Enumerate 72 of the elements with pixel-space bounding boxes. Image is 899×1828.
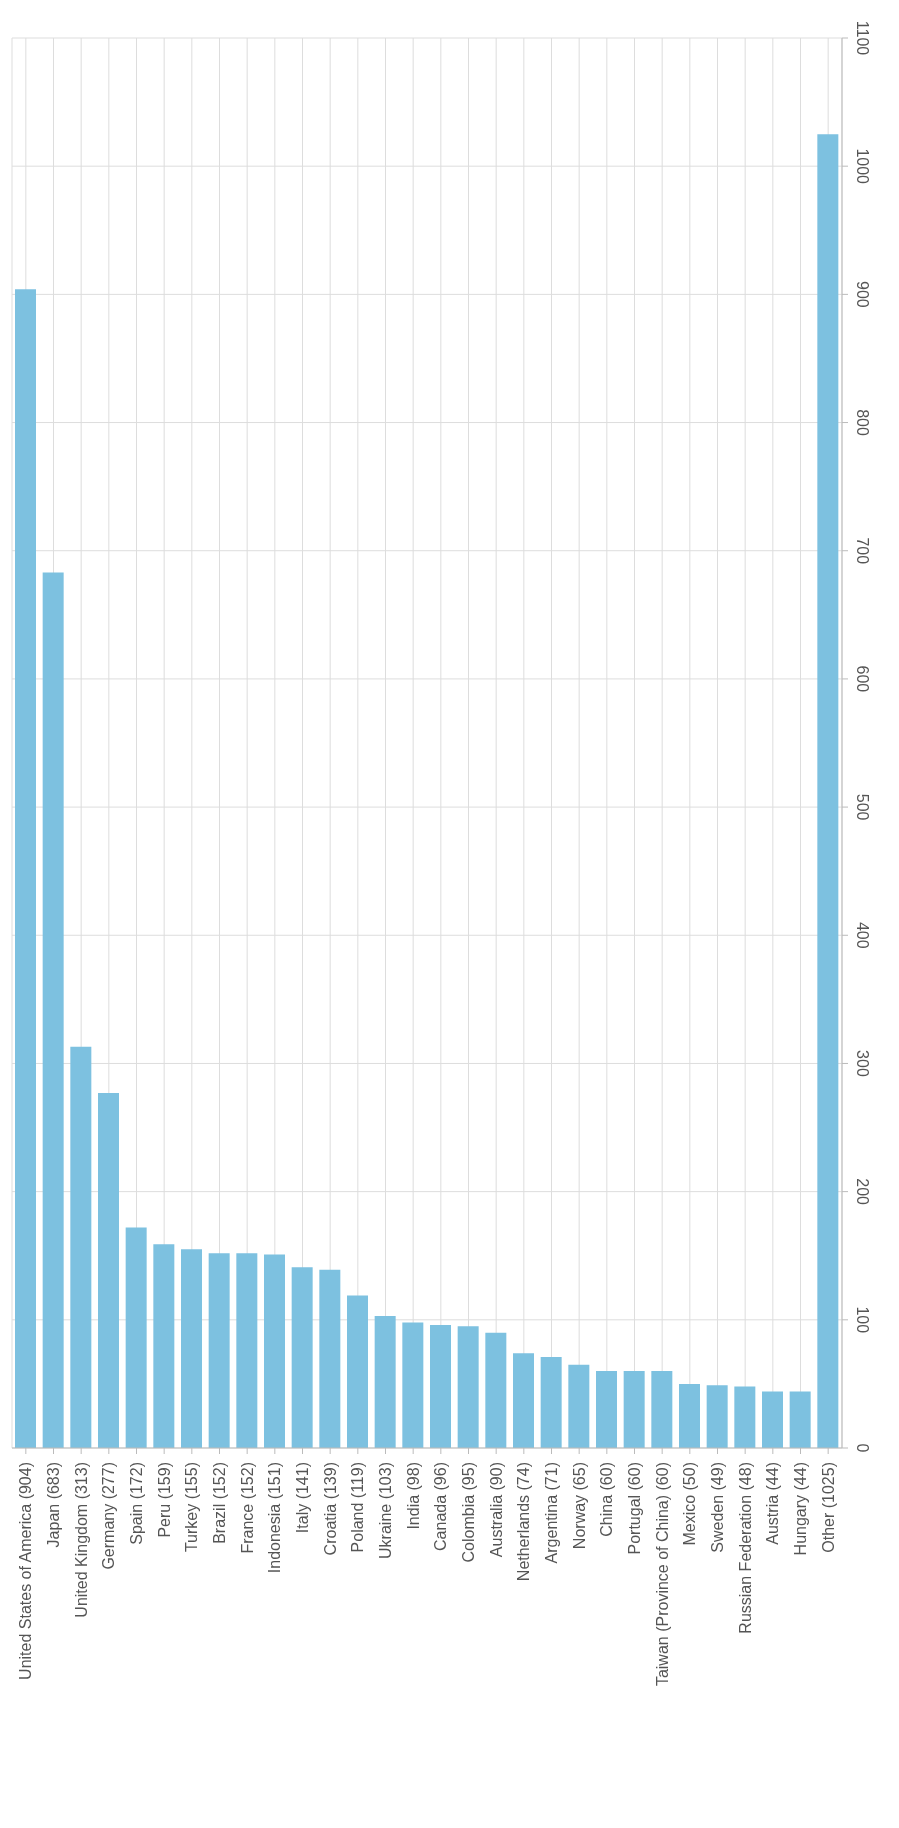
y-tick-label: 0	[853, 1443, 871, 1453]
x-tick-label: Mexico (50)	[681, 1462, 699, 1546]
bar	[706, 1385, 728, 1448]
bar	[208, 1253, 230, 1448]
bar	[513, 1353, 534, 1448]
bar	[402, 1322, 424, 1448]
x-tick-label: India (98)	[404, 1462, 422, 1530]
x-tick-label: Colombia (95)	[460, 1462, 477, 1563]
y-tick-label: 600	[853, 665, 871, 693]
bar	[98, 1092, 119, 1448]
y-tick-label: 900	[853, 281, 871, 308]
bar	[319, 1269, 341, 1448]
bar	[347, 1295, 368, 1448]
bar	[264, 1254, 285, 1448]
x-tick-label: France (152)	[238, 1462, 256, 1554]
bar	[623, 1371, 645, 1448]
x-tick-label: Portugal (60)	[626, 1462, 643, 1555]
bar	[485, 1332, 507, 1448]
y-tick-label: 1100	[853, 20, 871, 56]
y-tick-label: 1000	[853, 148, 871, 185]
x-tick-label: Hungary (44)	[792, 1462, 809, 1556]
bar	[430, 1324, 451, 1448]
bar	[762, 1391, 783, 1448]
bar	[291, 1267, 313, 1448]
x-tick-label: Taiwan (Province of China) (60)	[653, 1462, 671, 1687]
y-tick-label: 200	[853, 1178, 871, 1206]
x-tick-label: Spain (172)	[128, 1462, 145, 1545]
bar	[651, 1371, 673, 1448]
bar	[15, 289, 36, 1448]
x-tick-label: Argentina (71)	[543, 1462, 560, 1564]
y-tick-label: 500	[853, 793, 871, 821]
x-tick-label: Japan (683)	[45, 1462, 62, 1548]
bar	[153, 1244, 175, 1448]
x-tick-label: Brazil (152)	[211, 1462, 228, 1544]
y-tick-label: 800	[853, 409, 871, 436]
bar	[734, 1386, 756, 1448]
bar	[236, 1253, 258, 1448]
x-tick-label: Netherlands (74)	[515, 1462, 533, 1582]
x-tick-label: Australia (90)	[487, 1462, 505, 1558]
x-tick-label: Germany (277)	[100, 1462, 118, 1570]
x-tick-label: Russian Federation (48)	[736, 1462, 754, 1634]
x-tick-label: Peru (159)	[155, 1462, 173, 1538]
bar	[374, 1315, 396, 1448]
x-tick-label: Poland (119)	[349, 1462, 367, 1553]
bar	[42, 572, 64, 1448]
bar	[457, 1326, 479, 1448]
x-tick-label: China (60)	[598, 1462, 616, 1537]
bar	[181, 1249, 202, 1448]
bar	[70, 1046, 92, 1448]
x-tick-label: Italy (141)	[294, 1462, 311, 1534]
x-tick-label: Other (1025)	[819, 1462, 837, 1553]
bar	[817, 134, 839, 1448]
bar	[789, 1391, 811, 1448]
y-tick-label: 300	[853, 1050, 871, 1077]
x-tick-label: United States of America (904)	[17, 1462, 35, 1680]
x-tick-label: Norway (65)	[570, 1462, 588, 1550]
y-tick-label: 700	[853, 537, 871, 565]
bar	[568, 1364, 590, 1448]
x-tick-label: Sweden (49)	[709, 1462, 726, 1553]
bar	[540, 1356, 562, 1448]
x-tick-label: Austria (44)	[764, 1462, 782, 1545]
x-tick-label: Croatia (139)	[321, 1462, 339, 1556]
bar	[679, 1383, 700, 1448]
y-tick-label: 100	[853, 1306, 871, 1334]
y-tick-label: 400	[853, 921, 871, 949]
x-tick-label: Turkey (155)	[183, 1462, 201, 1553]
x-tick-label: Canada (96)	[432, 1462, 450, 1551]
x-tick-label: Ukraine (103)	[377, 1462, 394, 1559]
bar	[596, 1371, 617, 1448]
x-tick-label: United Kingdom (313)	[72, 1462, 90, 1618]
bar	[125, 1227, 147, 1448]
x-tick-label: Indonesia (151)	[266, 1462, 284, 1574]
